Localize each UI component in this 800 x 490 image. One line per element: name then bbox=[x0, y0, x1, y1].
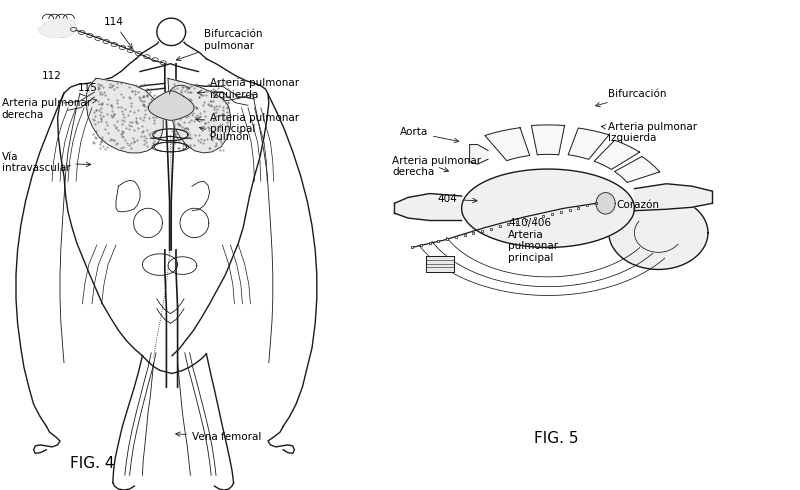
Text: Arteria pulmonar
derecha: Arteria pulmonar derecha bbox=[2, 98, 97, 120]
Text: Bifurcación: Bifurcación bbox=[595, 89, 666, 107]
Polygon shape bbox=[168, 78, 230, 153]
Polygon shape bbox=[394, 194, 462, 220]
Polygon shape bbox=[470, 145, 488, 164]
Polygon shape bbox=[634, 184, 712, 211]
Text: Aorta: Aorta bbox=[400, 127, 458, 143]
Polygon shape bbox=[596, 193, 615, 214]
Text: FIG. 4: FIG. 4 bbox=[70, 456, 114, 471]
Polygon shape bbox=[614, 156, 660, 182]
Polygon shape bbox=[568, 128, 609, 159]
Polygon shape bbox=[531, 125, 565, 155]
Polygon shape bbox=[485, 128, 530, 161]
Text: FIG. 5: FIG. 5 bbox=[534, 431, 578, 446]
Text: 404: 404 bbox=[438, 195, 477, 204]
Text: Arteria pulmonar
izquierda: Arteria pulmonar izquierda bbox=[198, 78, 299, 100]
Text: Pulmón: Pulmón bbox=[199, 127, 250, 142]
Polygon shape bbox=[148, 91, 194, 120]
Polygon shape bbox=[38, 19, 76, 37]
Text: Bifurcación
pulmonar: Bifurcación pulmonar bbox=[176, 29, 262, 61]
Polygon shape bbox=[426, 256, 454, 272]
Polygon shape bbox=[86, 78, 163, 153]
Text: Arteria pulmonar
principal: Arteria pulmonar principal bbox=[196, 113, 299, 134]
Polygon shape bbox=[609, 196, 708, 270]
Text: 410/406
Arteria
pulmonar
principal: 410/406 Arteria pulmonar principal bbox=[508, 218, 558, 263]
Text: 114: 114 bbox=[104, 17, 132, 49]
Text: Vía
intravascular: Vía intravascular bbox=[2, 152, 90, 173]
Polygon shape bbox=[594, 140, 640, 170]
Text: Vena femoral: Vena femoral bbox=[176, 432, 262, 442]
Text: Arteria pulmonar
derecha: Arteria pulmonar derecha bbox=[392, 156, 481, 177]
Polygon shape bbox=[462, 169, 634, 247]
Text: Arteria pulmonar
izquierda: Arteria pulmonar izquierda bbox=[602, 122, 697, 143]
Text: 112: 112 bbox=[42, 71, 62, 81]
Text: 115: 115 bbox=[78, 83, 98, 93]
Text: Corazón: Corazón bbox=[608, 200, 659, 210]
